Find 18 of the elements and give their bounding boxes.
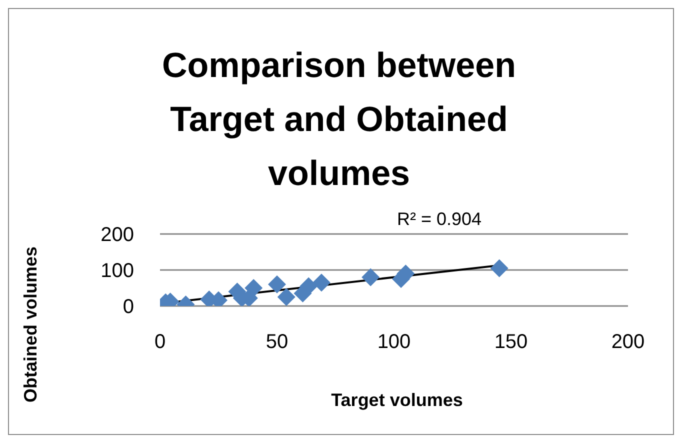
x-tick-label: 150	[494, 331, 528, 354]
y-tick-label: 200	[100, 224, 134, 246]
point	[362, 268, 380, 286]
x-tick-label: 100	[377, 331, 411, 354]
x-tick-label: 0	[154, 331, 166, 354]
point	[490, 259, 508, 278]
text: R² = 0.904	[397, 209, 482, 230]
point	[244, 279, 263, 297]
point	[277, 288, 296, 306]
y-axis-title: Obtained volumes	[20, 245, 42, 405]
chart-title: Comparison between Target and Obtained volumes	[161, 45, 517, 195]
y-tick-label: 100	[100, 260, 134, 282]
x-tick-label: 200	[611, 331, 645, 354]
x-axis-title: Target volumes	[330, 390, 464, 411]
point	[268, 275, 286, 294]
point	[312, 274, 330, 292]
y-tick-label: 0	[122, 296, 134, 318]
x-tick-label: 50	[266, 331, 288, 354]
